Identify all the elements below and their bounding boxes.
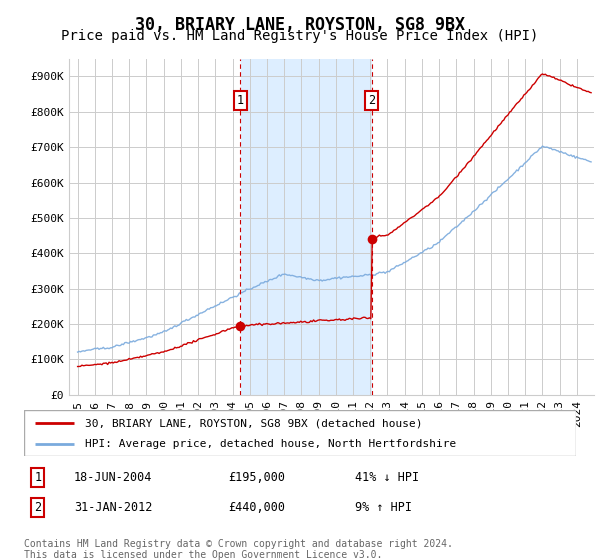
Text: 1: 1 xyxy=(237,94,244,108)
Text: £195,000: £195,000 xyxy=(228,471,285,484)
Text: 1: 1 xyxy=(34,471,41,484)
Text: 9% ↑ HPI: 9% ↑ HPI xyxy=(355,501,412,514)
Text: 41% ↓ HPI: 41% ↓ HPI xyxy=(355,471,419,484)
Text: 18-JUN-2004: 18-JUN-2004 xyxy=(74,471,152,484)
Text: £440,000: £440,000 xyxy=(228,501,285,514)
Text: 31-JAN-2012: 31-JAN-2012 xyxy=(74,501,152,514)
FancyBboxPatch shape xyxy=(24,410,576,456)
Text: 30, BRIARY LANE, ROYSTON, SG8 9BX: 30, BRIARY LANE, ROYSTON, SG8 9BX xyxy=(135,16,465,34)
Text: 2: 2 xyxy=(368,94,375,108)
Text: Price paid vs. HM Land Registry's House Price Index (HPI): Price paid vs. HM Land Registry's House … xyxy=(61,29,539,43)
Text: HPI: Average price, detached house, North Hertfordshire: HPI: Average price, detached house, Nort… xyxy=(85,439,456,449)
Text: 30, BRIARY LANE, ROYSTON, SG8 9BX (detached house): 30, BRIARY LANE, ROYSTON, SG8 9BX (detac… xyxy=(85,418,422,428)
Text: 2: 2 xyxy=(34,501,41,514)
Text: Contains HM Land Registry data © Crown copyright and database right 2024.
This d: Contains HM Land Registry data © Crown c… xyxy=(24,539,453,560)
